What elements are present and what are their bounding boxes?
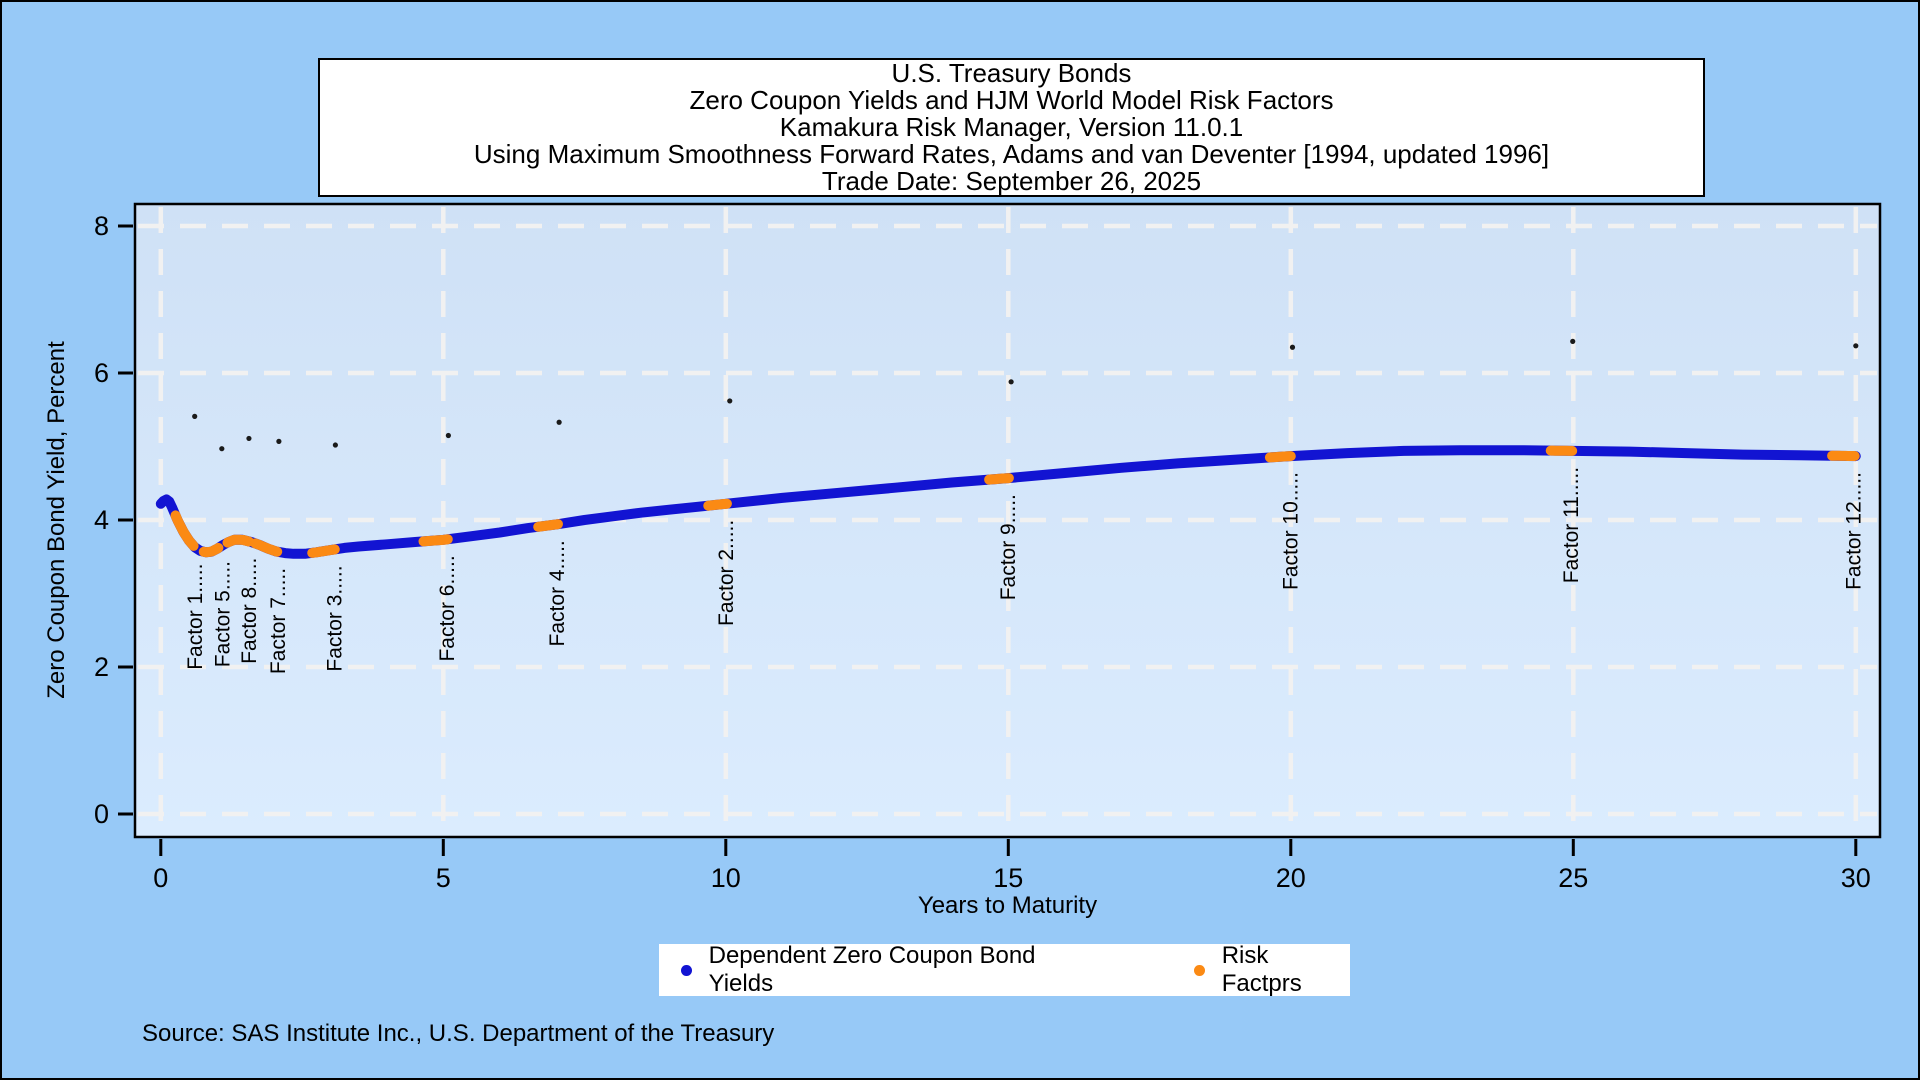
stray-point	[556, 419, 562, 425]
chart-title-line: U.S. Treasury Bonds	[891, 58, 1132, 88]
legend-item-risk-factors: Risk Factprs	[1194, 942, 1350, 998]
axes-ticks-and-labels: 0 5 10 15 20 25 30 0 2 4 6 8 Years to Maturity Zero C…	[43, 211, 1871, 919]
factor-label: Factor 10.....	[1279, 472, 1302, 590]
factor-label: Factor 2.....	[715, 520, 738, 626]
factor-labels: Factor 1..... Factor 5..... Factor 8..... F…	[184, 467, 1866, 674]
source-note: Source: SAS Institute Inc., U.S. Departm…	[142, 1020, 775, 1047]
risk-factor-segment	[198, 542, 224, 558]
chart-title-line: Kamakura Risk Manager, Version 11.0.1	[779, 112, 1244, 142]
x-tick-label: 15	[993, 863, 1023, 893]
factor-label: Factor 6.....	[436, 555, 459, 661]
legend-marker-risk-factors-icon	[1194, 964, 1205, 976]
stray-point	[192, 413, 198, 419]
risk-factor-segment	[418, 534, 453, 547]
factor-label: Factor 11.....	[1560, 467, 1583, 583]
stray-point	[219, 446, 225, 452]
factor-label: Factor 1.....	[184, 564, 207, 670]
stray-point	[1853, 343, 1859, 349]
x-tick-label: 10	[711, 863, 741, 893]
stray-point	[246, 435, 252, 442]
chart-title-line: Zero Coupon Yields and HJM World Model R…	[689, 85, 1334, 115]
y-axis-title: Zero Coupon Bond Yield, Percent	[43, 341, 70, 699]
factor-label: Factor 8.....	[238, 558, 261, 664]
legend-marker-yields-icon	[681, 964, 692, 976]
factor-label: Factor 5.....	[211, 561, 234, 667]
x-axis-title: Years to Maturity	[918, 892, 1097, 919]
risk-factor-segment	[1264, 451, 1296, 463]
factor-label: Factor 12.....	[1843, 472, 1866, 590]
factor-label: Factor 7.....	[267, 568, 290, 674]
y-tick-label: 0	[94, 799, 109, 829]
chart-legend: Dependent Zero Coupon Bond Yields Risk F…	[659, 942, 1350, 998]
y-tick-label: 2	[94, 652, 109, 682]
data-series	[155, 445, 1861, 559]
factor-label: Factor 4.....	[546, 540, 569, 646]
stray-point	[445, 432, 451, 439]
stray-point	[1289, 344, 1296, 350]
chart-title-box: U.S. Treasury Bonds Zero Coupon Yields a…	[318, 58, 1705, 197]
legend-label-yields: Dependent Zero Coupon Bond Yields	[708, 942, 1036, 997]
y-tick-label: 6	[94, 358, 109, 388]
stray-point	[1570, 338, 1576, 344]
grid-lines	[138, 207, 1877, 834]
risk-factor-segment	[533, 519, 563, 532]
legend-item-yields: Dependent Zero Coupon Bond Yields	[681, 942, 1092, 998]
stray-point	[276, 438, 282, 444]
risk-factor-segment	[703, 498, 732, 511]
risk-factor-segment	[984, 473, 1014, 485]
risk-factor-segment	[170, 510, 199, 551]
risk-factor-segment	[222, 534, 254, 548]
chart-title-line: Trade Date: September 26, 2025	[821, 166, 1202, 196]
chart-title-line: Using Maximum Smoothness Forward Rates, …	[473, 139, 1550, 169]
x-tick-label: 20	[1276, 863, 1306, 893]
legend-label-risk-factors: Risk Factprs	[1221, 942, 1302, 997]
y-tick-label: 4	[94, 505, 109, 535]
y-tick-label: 8	[94, 211, 109, 241]
stray-point	[1008, 379, 1014, 385]
x-tick-label: 5	[436, 863, 451, 893]
risk-factor-segment	[250, 538, 283, 557]
x-tick-label: 30	[1841, 863, 1871, 893]
stray-points	[192, 338, 1859, 452]
factor-label: Factor 3.....	[323, 565, 346, 671]
stray-point	[727, 398, 733, 404]
factor-label: Factor 9.....	[997, 494, 1020, 600]
risk-factor-segment	[307, 544, 340, 558]
x-tick-label: 25	[1558, 863, 1588, 893]
x-tick-label: 0	[153, 863, 168, 893]
stray-point	[332, 442, 338, 448]
